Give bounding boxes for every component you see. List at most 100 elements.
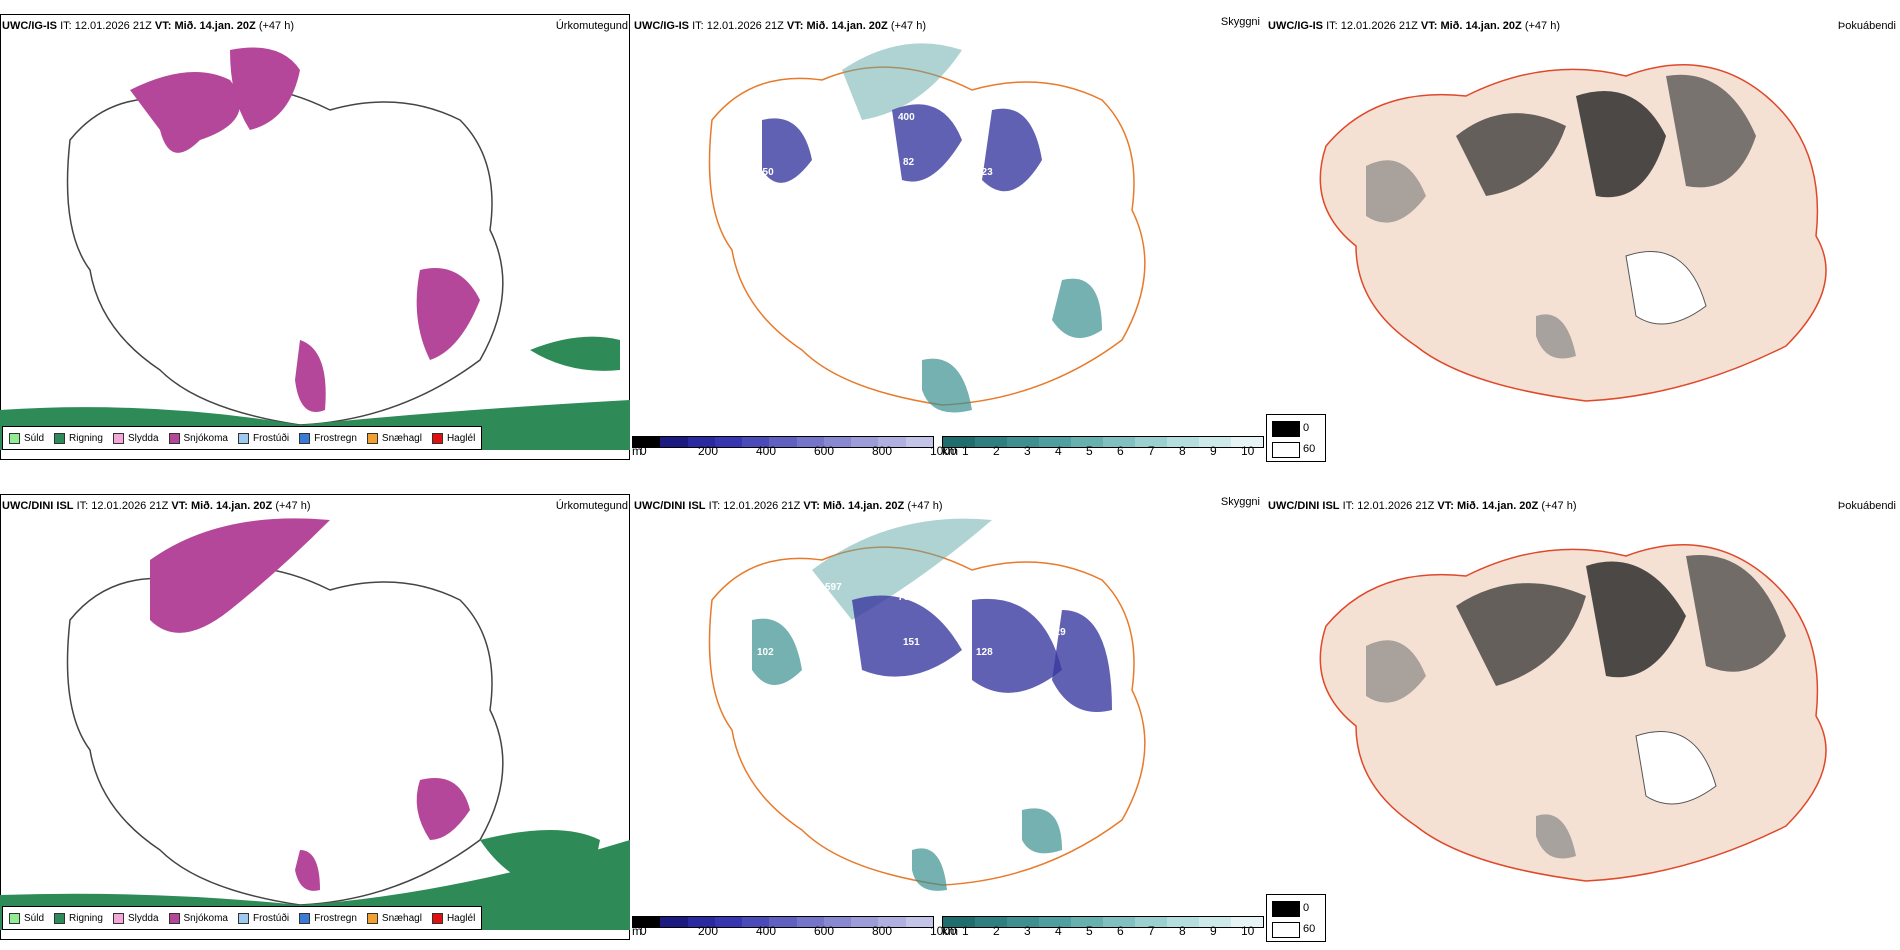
colorbar-segment (742, 917, 770, 927)
legend-swatch (112, 912, 124, 924)
legend-label: Frostúði (252, 912, 290, 924)
colorbar-tick: 3 (1024, 444, 1031, 458)
fog-legend-white-swatch (1272, 442, 1300, 458)
colorbar-segment (943, 917, 975, 927)
fog-legend-low: 0 (1303, 902, 1310, 914)
fog-index-label: Þokuábendi (1837, 20, 1896, 32)
cloud-base-label: 102 (757, 647, 774, 658)
legend-item: Frostregn (299, 912, 357, 924)
colorbar-segment (633, 917, 661, 927)
colorbar-segment (1231, 917, 1263, 927)
map-frame (0, 494, 630, 940)
colorbar-segment (905, 437, 933, 447)
legend-label: Frostregn (314, 912, 357, 924)
fog-legend-low: 0 (1303, 422, 1310, 434)
colorbar-tick: 400 (756, 444, 777, 458)
legend-swatch (168, 912, 180, 924)
colorbar-tick: 10 (1241, 924, 1255, 938)
legend-item: Rigning (54, 432, 103, 444)
cloud-base-label: 193 (971, 572, 988, 583)
precip-panel: UWC/DINI ISL IT: 12.01.2026 21Z VT: Mið.… (0, 480, 632, 940)
colorbar-segment (943, 437, 975, 447)
legend-swatch (299, 912, 311, 924)
colorbar-segment (1199, 917, 1231, 927)
legend-label: Súld (24, 432, 45, 444)
cloud-base-label: 131 (825, 102, 842, 113)
colorbar-segment (1167, 917, 1199, 927)
colorbar-segment (796, 437, 824, 447)
fog-legend-white-swatch (1272, 922, 1300, 938)
cloudbase-unit: m (632, 444, 642, 458)
colorbar-tick: 600 (814, 924, 835, 938)
legend-swatch (431, 432, 443, 444)
colorbar-segment (1039, 437, 1071, 447)
legend-item: Snjókoma (168, 912, 228, 924)
colorbar-segment (796, 917, 824, 927)
colorbar-segment (1071, 917, 1103, 927)
colorbar-tick: 800 (872, 444, 893, 458)
cloud-base-label: 151 (903, 637, 920, 648)
forecast-row-2: UWC/DINI ISL IT: 12.01.2026 21Z VT: Mið.… (0, 480, 1900, 942)
colorbar-tick: 4 (1055, 924, 1062, 938)
legend-label: Frostregn (314, 432, 357, 444)
colorbar-segment (1071, 437, 1103, 447)
map-frame (0, 14, 630, 460)
colorbar-segment (1103, 917, 1135, 927)
legend-item: Frostregn (299, 432, 357, 444)
colorbar-tick: 5 (1086, 444, 1093, 458)
panel-title: UWC/IG-IS IT: 12.01.2026 21Z VT: Mið. 14… (2, 20, 294, 32)
fog-legend-black-swatch (1272, 421, 1300, 437)
cloud-base-label: 195 (981, 212, 998, 223)
legend-swatch (54, 912, 66, 924)
colorbar-tick: 10 (1241, 444, 1255, 458)
colorbar-tick: 8 (1179, 924, 1186, 938)
legend-swatch (112, 432, 124, 444)
colorbar-segment (714, 437, 743, 447)
legend-label: Slydda (127, 432, 159, 444)
legend-item: Snæhagl (366, 912, 422, 924)
precip-legend: Súld Rigning Slydda Snjókoma Frostúði Frostre… (2, 426, 483, 450)
legend-label: Snæhagl (381, 432, 422, 444)
cloud-base-label: 234 (986, 257, 1003, 268)
cloud-base-label: 90 (830, 627, 842, 638)
colorbar-tick: 2 (993, 444, 1000, 458)
legend-item: Frostúði (237, 432, 289, 444)
colorbar-tick: 3 (1024, 924, 1031, 938)
colorbar-tick: 5 (1086, 924, 1093, 938)
colorbar-tick: 9 (1210, 924, 1217, 938)
cloud-base-label: 123 (976, 167, 993, 178)
cloud-base-label: 196 (971, 92, 988, 103)
visibility-ticks: 1 2 3 4 5 6 7 8 9 10 (962, 444, 1272, 458)
cloud-map: 432 597 709 193 447 102 90 151 128 129 168 99 82 117 1… (708, 518, 1146, 891)
cloudbase-ticks: 0 200 400 600 800 1000 (640, 924, 988, 938)
fog-legend-black-swatch (1272, 901, 1300, 917)
visibility-label: Skyggni (1220, 16, 1260, 28)
colorbar-segment (851, 437, 879, 447)
forecast-row-1: UWC/IG-IS IT: 12.01.2026 21Z VT: Mið. 14… (0, 0, 1900, 462)
colorbar-tick: 2 (993, 924, 1000, 938)
colorbar-segment (633, 437, 661, 447)
precip-type-label: Úrkomutegund (555, 20, 628, 32)
panel-title: UWC/DINI ISL IT: 12.01.2026 21Z VT: Mið.… (2, 500, 311, 512)
cloud-base-label: 400 (898, 112, 915, 123)
precip-map (0, 518, 630, 930)
cloudbase-colorbar (632, 916, 934, 928)
fog-index-label: Þokuábendi (1837, 500, 1896, 512)
colorbar-tick: 6 (1117, 444, 1124, 458)
cloudbase-unit: m (632, 924, 642, 938)
cloud-base-label: 88 (835, 222, 847, 233)
cloud-panel: UWC/DINI ISL IT: 12.01.2026 21Z VT: Mið.… (632, 480, 1264, 940)
colorbar-segment (851, 917, 879, 927)
cloud-base-label: 60 (1049, 147, 1061, 158)
legend-swatch (237, 912, 249, 924)
visibility-colorbar (942, 916, 1264, 928)
colorbar-tick: 400 (756, 924, 777, 938)
fog-map (1319, 64, 1827, 402)
colorbar-segment (1199, 437, 1231, 447)
visibility-label: Skyggni (1220, 496, 1260, 508)
colorbar-segment (1039, 917, 1071, 927)
colorbar-segment (905, 917, 933, 927)
colorbar-segment (714, 917, 743, 927)
cloud-map: 212 131 400 196 216 150 120 82 123 60 118 88 182 195 2… (708, 43, 1146, 413)
legend-item: Haglél (431, 912, 475, 924)
